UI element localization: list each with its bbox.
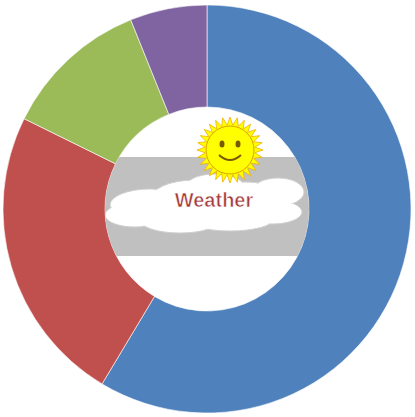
sun-eye bbox=[220, 141, 225, 148]
center-decoration bbox=[105, 157, 309, 256]
sun-disc bbox=[206, 126, 254, 174]
sun bbox=[197, 117, 263, 183]
sun-eye bbox=[236, 141, 241, 148]
center-title: Weather bbox=[175, 189, 254, 211]
sun-rays bbox=[197, 117, 263, 183]
background bbox=[0, 0, 415, 417]
chart-container: Weather bbox=[0, 0, 415, 417]
gray-band bbox=[105, 157, 309, 256]
slices bbox=[3, 5, 411, 413]
chart-svg: Weather bbox=[0, 0, 415, 417]
sun-smile bbox=[219, 155, 241, 160]
donut-slice bbox=[131, 5, 207, 114]
cloud-fill bbox=[253, 179, 303, 205]
